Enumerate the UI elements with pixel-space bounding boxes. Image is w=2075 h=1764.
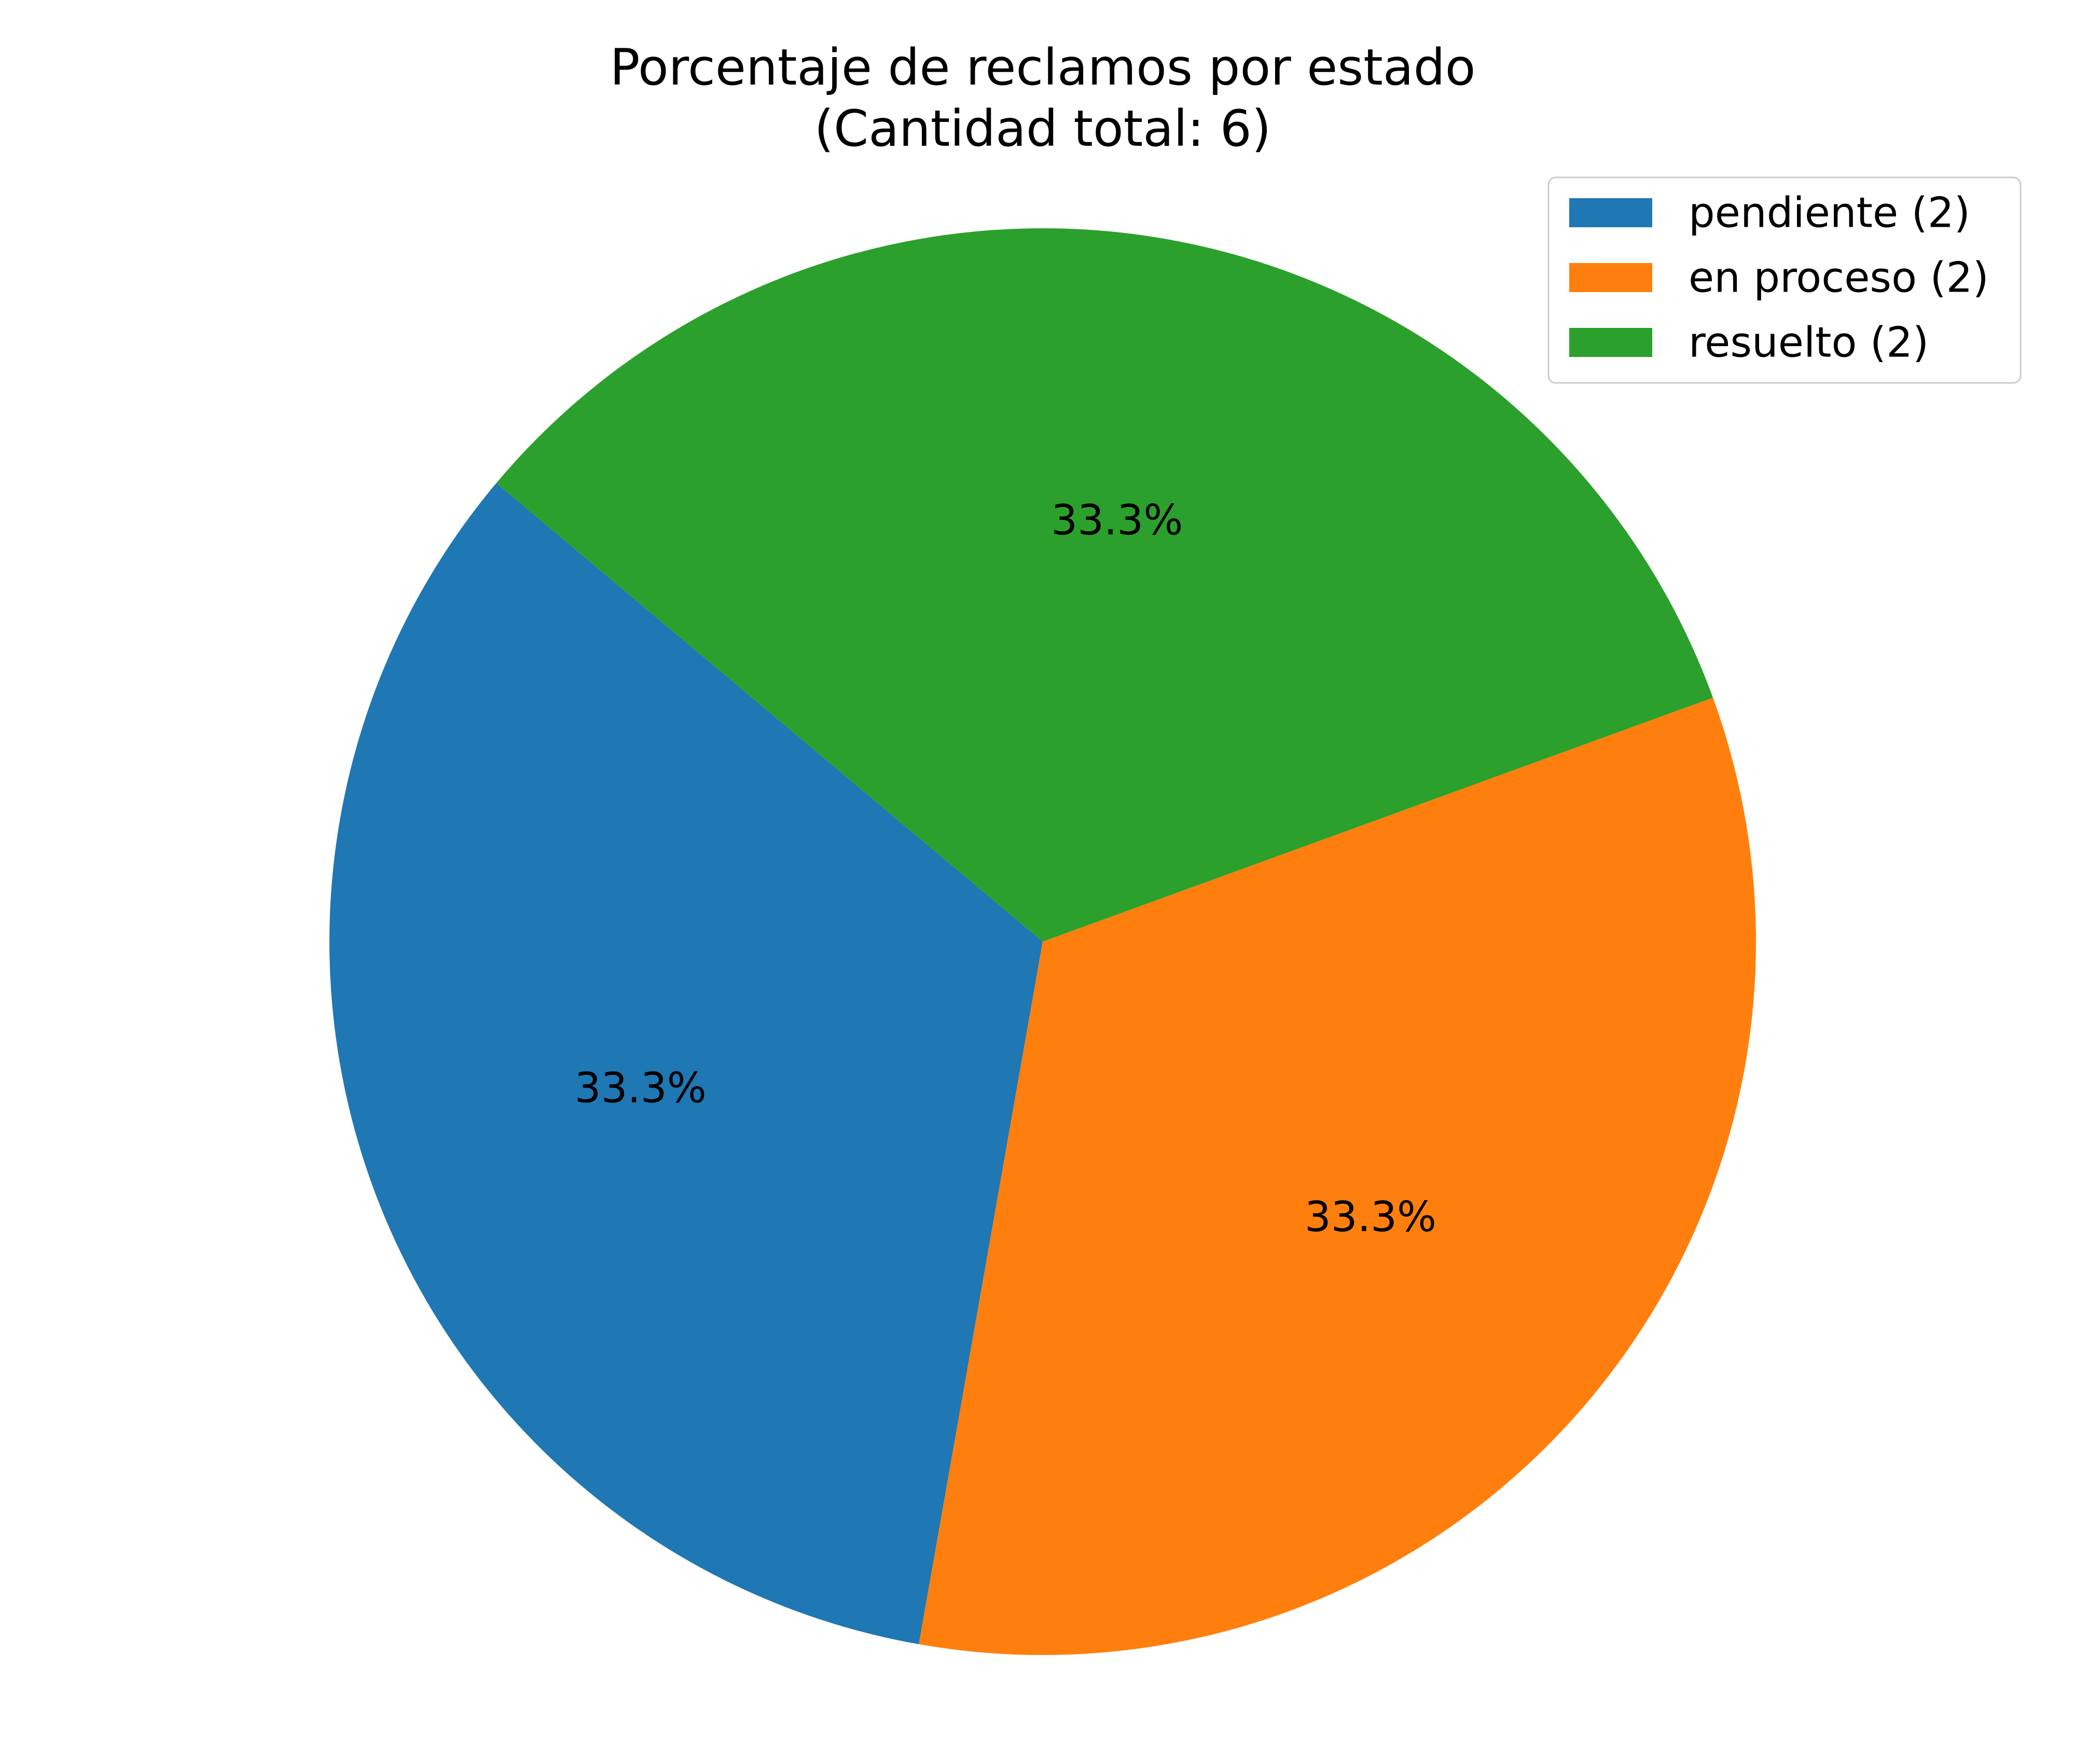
pie-slice-resuelto bbox=[496, 228, 1713, 942]
pie-slice-pendiente bbox=[329, 483, 1043, 1645]
chart-title: Porcentaje de reclamos por estado bbox=[610, 38, 1476, 97]
legend-label-pendiente: pendiente (2) bbox=[1689, 189, 1970, 237]
chart-subtitle: (Cantidad total: 6) bbox=[814, 100, 1271, 158]
pie-slice-labels: 33.3% 33.3% 33.3% bbox=[575, 496, 1436, 1241]
legend-items: pendiente (2) en proceso (2) resuelto (2) bbox=[1569, 189, 1989, 367]
legend: pendiente (2) en proceso (2) resuelto (2) bbox=[1547, 176, 2022, 384]
slice-label-resuelto: 33.3% bbox=[1051, 496, 1183, 544]
pie-slices bbox=[329, 228, 1756, 1655]
legend-swatch-pendiente bbox=[1569, 198, 1652, 227]
legend-label-en-proceso: en proceso (2) bbox=[1689, 254, 1989, 302]
legend-swatch-en-proceso bbox=[1569, 263, 1652, 292]
legend-label-resuelto: resuelto (2) bbox=[1689, 319, 1929, 367]
legend-swatch-resuelto bbox=[1569, 328, 1652, 357]
slice-label-pendiente: 33.3% bbox=[575, 1064, 707, 1112]
pie-slice-en-proceso bbox=[919, 697, 1756, 1655]
slice-label-en-proceso: 33.3% bbox=[1305, 1193, 1436, 1241]
legend-frame bbox=[1547, 176, 2022, 384]
